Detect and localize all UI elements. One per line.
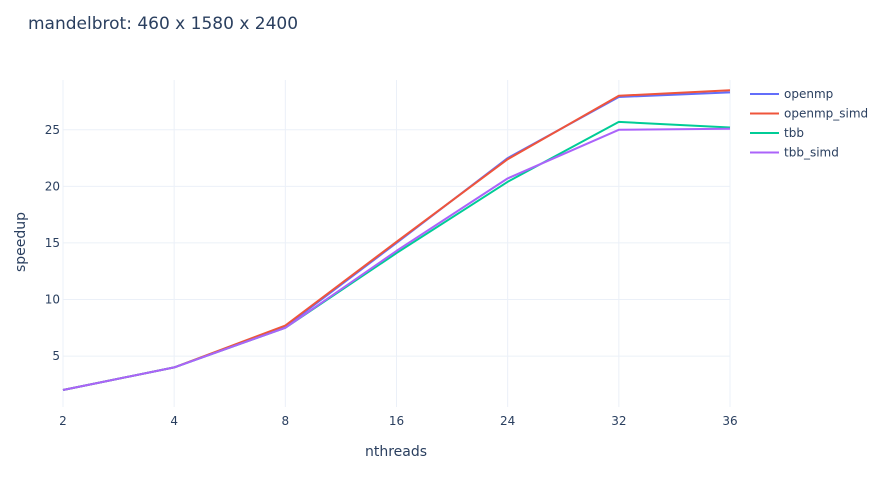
gridlines bbox=[62, 80, 731, 407]
y-tick-label: 10 bbox=[45, 293, 60, 307]
x-tick-label: 36 bbox=[722, 414, 737, 428]
x-tick-label: 24 bbox=[500, 414, 515, 428]
x-tick-label: 16 bbox=[389, 414, 404, 428]
legend-label: openmp bbox=[784, 87, 833, 101]
x-tick-label: 32 bbox=[611, 414, 626, 428]
x-axis-ticks: 2 4 8 16 24 32 36 bbox=[59, 414, 737, 428]
y-tick-label: 5 bbox=[52, 349, 60, 363]
y-tick-label: 25 bbox=[45, 123, 60, 137]
y-tick-label: 20 bbox=[45, 179, 60, 193]
legend-item-tbb[interactable]: tbb bbox=[750, 126, 804, 140]
chart-title: mandelbrot: 460 x 1580 x 2400 bbox=[28, 14, 298, 34]
y-axis-ticks: 5 10 15 20 25 bbox=[45, 123, 60, 363]
x-tick-label: 8 bbox=[282, 414, 290, 428]
series-line-tbb-simd bbox=[62, 127, 731, 391]
x-axis-title: nthreads bbox=[365, 444, 427, 460]
x-tick-label: 2 bbox=[59, 414, 67, 428]
legend-label: tbb_simd bbox=[784, 146, 839, 160]
legend-label: openmp_simd bbox=[784, 107, 868, 121]
series-lines bbox=[62, 89, 731, 391]
legend-item-openmp[interactable]: openmp bbox=[750, 87, 833, 101]
legend-item-tbb-simd[interactable]: tbb_simd bbox=[750, 146, 839, 160]
y-tick-label: 15 bbox=[45, 236, 60, 250]
y-axis-title: speedup bbox=[13, 212, 29, 272]
x-tick-label: 4 bbox=[170, 414, 178, 428]
legend-item-openmp-simd[interactable]: openmp_simd bbox=[750, 107, 868, 121]
legend-label: tbb bbox=[784, 126, 804, 140]
